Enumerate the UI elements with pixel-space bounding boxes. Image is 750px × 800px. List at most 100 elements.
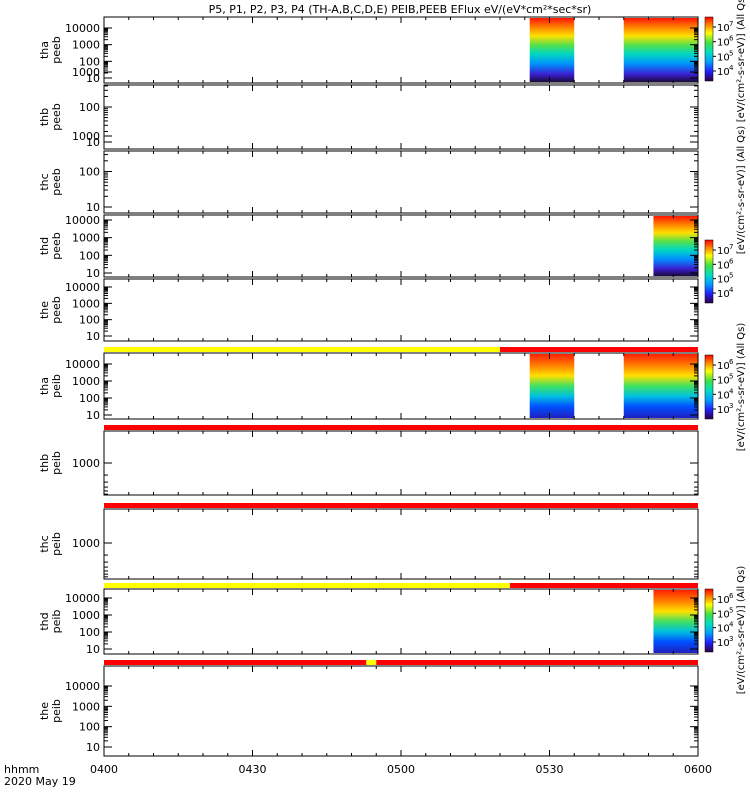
colorbar-tick-exponent: 4 (729, 621, 734, 629)
colorbar-label: [eV/(cm²-s-sr-eV)] (All Qs) (736, 126, 747, 255)
colorbar-tick-label: 10 (717, 595, 730, 606)
y-tick-label: 1000 (72, 232, 100, 245)
colorbar-tick-exponent: 5 (729, 49, 733, 57)
y-tick-label: 10 (86, 409, 100, 422)
colorbar-tick-exponent: 4 (729, 387, 734, 395)
colorbar-tick-exponent: 5 (729, 272, 733, 280)
panel-frame (103, 214, 699, 278)
probe-label: thd (38, 237, 51, 255)
colorbar-tick-exponent: 6 (729, 257, 734, 265)
colorbar-tick-exponent: 6 (729, 592, 734, 600)
y-tick-label: 100 (79, 249, 100, 262)
spectrogram-block (529, 18, 575, 82)
panel-frame (103, 430, 699, 496)
panel-thd-peib: 10 100 1000 10000 thd peib (38, 588, 699, 656)
mode-bar (104, 425, 698, 430)
colorbar-tick-label: 10 (717, 260, 730, 271)
spectrogram-block (623, 354, 698, 418)
y-tick-label: 100 (79, 314, 100, 327)
x-tick-label: 0500 (387, 763, 415, 776)
mode-bar-segment (104, 503, 698, 508)
panel-background (104, 589, 698, 654)
panel-background (104, 215, 698, 277)
y-tick-label: 1000 (72, 609, 100, 622)
panel-background (104, 85, 698, 149)
colorbar-tick-label: 10 (717, 246, 730, 257)
colorbar-scale (704, 16, 714, 82)
x-axis-label-line1: hhmm (4, 763, 39, 776)
panel-frame (103, 84, 699, 150)
y-tick-label: 100 (79, 166, 100, 179)
y-tick-label: 10 (86, 267, 100, 280)
colorbar-tick-exponent: 7 (729, 20, 733, 28)
colorbar-tick-label: 10 (717, 609, 730, 620)
panel-frame (103, 150, 699, 214)
y-tick-label: 1000 (72, 375, 100, 388)
mode-bar-segment (500, 347, 698, 352)
x-tick-label: 0600 (684, 763, 712, 776)
colorbar-tick-exponent: 7 (729, 243, 733, 251)
colorbar-label: [eV/(cm²-s-sr-eV)] (All Qs) (736, 566, 747, 695)
chart-title: P5, P1, P2, P3, P4 (TH-A,B,C,D,E) PEIB,P… (209, 3, 592, 16)
y-tick-label: 1000 (72, 537, 100, 550)
y-tick-label: 10 (86, 136, 100, 149)
y-tick-label: 10000 (65, 680, 100, 693)
colorbar-tick-label: 10 (717, 275, 730, 286)
y-tick-label: 10 (86, 201, 100, 214)
mode-bar-segment (376, 660, 698, 665)
y-tick-label: 10000 (65, 22, 100, 35)
colorbar-tick-exponent: 6 (729, 35, 734, 43)
colorbar-tick-label: 10 (717, 376, 730, 387)
spectrogram-block (653, 590, 698, 653)
panel-thb-peib: 1000 thb peib (38, 430, 699, 496)
mode-bar-segment (104, 425, 698, 430)
probe-label: the (38, 702, 51, 720)
mode-bar (104, 660, 698, 665)
panel-the-peeb: 10 100 1000 10000 the peeb (38, 278, 699, 343)
colorbar-tick-exponent: 6 (729, 358, 734, 366)
mode-bar-segment (104, 660, 367, 665)
panel-background (104, 666, 698, 756)
panel-thb-peeb: 10 100 1000 thb peeb (38, 66, 699, 150)
panel-background (104, 17, 698, 83)
probe-label: thc (38, 173, 51, 190)
panel-frame (103, 278, 699, 342)
colorbar-scale (704, 239, 714, 304)
mode-bars (104, 347, 698, 665)
y-tick-label: 100 (79, 626, 100, 639)
x-axis-label-line2: 2020 May 19 (4, 775, 76, 788)
panel-thc-peib: 1000 thc peib (38, 508, 699, 580)
colorbar-tick-exponent: 5 (729, 606, 733, 614)
y-tick-label: 1000 (72, 297, 100, 310)
colorbar-tick-exponent: 5 (729, 373, 733, 381)
colorbar-tick-exponent: 3 (729, 635, 733, 643)
y-tick-label: 1000 (72, 39, 100, 52)
mode-bar (104, 347, 698, 352)
spectrogram-block (529, 354, 575, 418)
colorbar-tick-label: 10 (717, 624, 730, 635)
panel-background (104, 431, 698, 495)
y-tick-label: 10000 (65, 214, 100, 227)
instrument-label: peib (50, 699, 63, 723)
instrument-label: peeb (50, 103, 63, 131)
x-tick-label: 0430 (239, 763, 267, 776)
colorbar-tick-label: 10 (717, 52, 730, 63)
colorbar-tick-label: 10 (717, 638, 730, 649)
panel-background (104, 353, 698, 419)
x-tick-label: 0400 (90, 763, 118, 776)
panel-frame (103, 352, 699, 420)
panel-frame (103, 665, 699, 757)
colorbar-tick-label: 10 (717, 23, 730, 34)
y-tick-label: 10 (86, 643, 100, 656)
colorbar-tick-exponent: 4 (729, 64, 734, 72)
probe-label: the (38, 301, 51, 319)
panel-frame (103, 508, 699, 580)
colorbar-scale (704, 354, 714, 420)
panel-background (104, 279, 698, 341)
probe-label: tha (38, 377, 51, 395)
panel-frame (103, 588, 699, 655)
y-tick-label: 100 (79, 101, 100, 114)
instrument-label: peeb (50, 168, 63, 196)
